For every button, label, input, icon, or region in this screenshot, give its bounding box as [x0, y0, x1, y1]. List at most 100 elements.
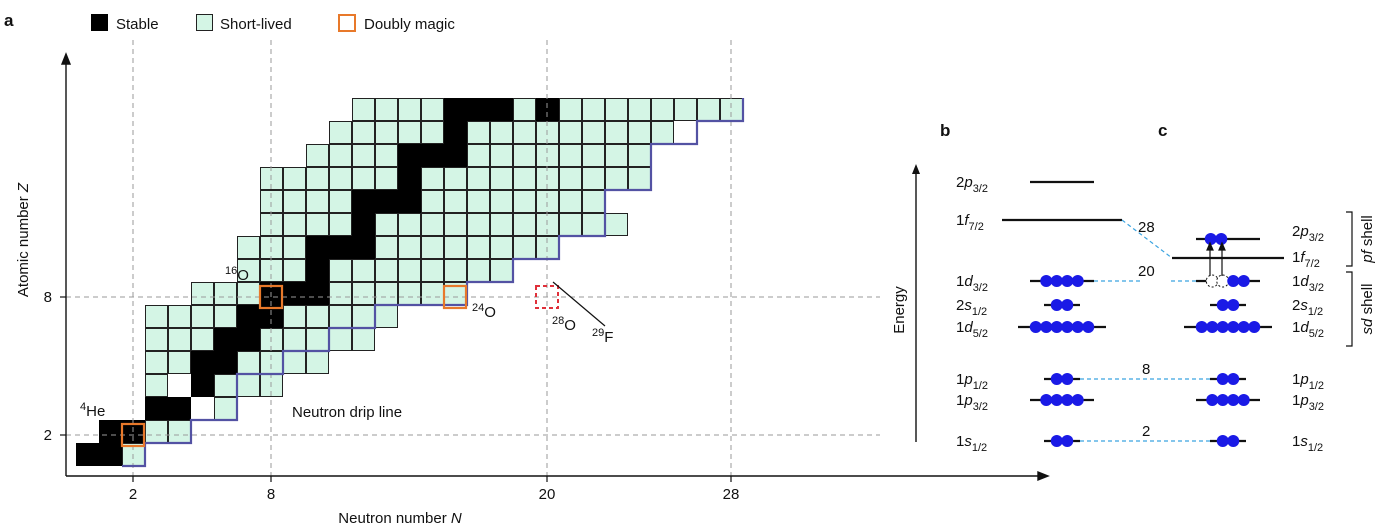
label-f29-mass: 29: [592, 327, 604, 339]
x-axis-title-var: N: [451, 510, 462, 527]
x-tick-label-20: 20: [539, 486, 556, 503]
short-lived-nuclide-cell: [467, 259, 490, 282]
nucleon-dot: [1216, 299, 1229, 311]
short-lived-nuclide-cell: [329, 144, 352, 167]
short-lived-nuclide-cell: [421, 121, 444, 144]
stable-nuclide-cell: [214, 351, 237, 374]
axis-ticks: [60, 296, 732, 482]
nucleon-dot: [1227, 435, 1240, 447]
short-lived-nuclide-cell: [467, 167, 490, 190]
nucleon-dot: [1061, 373, 1074, 385]
stable-nuclide-cell: [306, 282, 329, 305]
o28-unbound-marker: [535, 285, 559, 309]
short-lived-nuclide-cell: [605, 213, 628, 236]
stable-nuclide-cell: [444, 121, 467, 144]
sd-shell-var: sd: [1359, 318, 1376, 335]
stable-nuclide-cell: [329, 236, 352, 259]
hole-marker: [1205, 274, 1219, 288]
y-axis-title-var: Z: [15, 182, 32, 193]
short-lived-nuclide-cell: [628, 98, 651, 121]
short-lived-nuclide-cell: [145, 351, 168, 374]
nucleon-dot: [1227, 394, 1240, 406]
level-label-c-0: 2p3/2: [1292, 223, 1324, 244]
short-lived-nuclide-cell: [513, 213, 536, 236]
f29-pointer-line: [552, 281, 606, 327]
short-lived-nuclide-cell: [398, 121, 421, 144]
y-axis-title: Atomic number Z: [15, 182, 32, 297]
nucleon-dot: [1040, 394, 1053, 406]
label-he4: 4He: [80, 401, 105, 420]
short-lived-nuclide-cell: [214, 305, 237, 328]
label-o16-symbol: O: [237, 267, 249, 284]
label-drip-line: Neutron drip line: [292, 404, 402, 421]
legend-swatch-doubly-magic: [338, 14, 356, 32]
short-lived-nuclide-cell: [467, 144, 490, 167]
nucleon-dot: [1061, 394, 1074, 406]
nucleon-dot: [1216, 321, 1229, 333]
y-axis-title-text: Atomic number: [15, 192, 32, 297]
energy-axis-label: Energy: [891, 286, 908, 334]
legend-label-stable: Stable: [116, 16, 159, 33]
short-lived-nuclide-cell: [536, 144, 559, 167]
level-label-b-7: 1s1/2: [956, 433, 987, 454]
short-lived-nuclide-cell: [513, 190, 536, 213]
short-lived-nuclide-cell: [306, 144, 329, 167]
short-lived-nuclide-cell: [375, 144, 398, 167]
shell-brackets: [1346, 211, 1353, 347]
label-o24-symbol: O: [484, 304, 496, 321]
short-lived-nuclide-cell: [421, 190, 444, 213]
level-label-c-4: 1d5/2: [1292, 319, 1324, 340]
short-lived-nuclide-cell: [513, 98, 536, 121]
short-lived-nuclide-cell: [444, 236, 467, 259]
short-lived-nuclide-cell: [145, 305, 168, 328]
label-o24-mass: 24: [472, 302, 484, 314]
stable-nuclide-cell: [191, 351, 214, 374]
short-lived-nuclide-cell: [237, 236, 260, 259]
short-lived-nuclide-cell: [490, 213, 513, 236]
short-lived-nuclide-cell: [329, 167, 352, 190]
short-lived-nuclide-cell: [283, 236, 306, 259]
nucleon-dot: [1071, 321, 1084, 333]
stable-nuclide-cell: [99, 443, 122, 466]
short-lived-nuclide-cell: [306, 213, 329, 236]
stable-nuclide-cell: [398, 167, 421, 190]
short-lived-nuclide-cell: [375, 236, 398, 259]
legend-label-doubly-magic: Doubly magic: [364, 16, 455, 33]
short-lived-nuclide-cell: [628, 167, 651, 190]
short-lived-nuclide-cell: [352, 259, 375, 282]
nucleon-dot: [1237, 321, 1250, 333]
level-label-c-3: 2s1/2: [1292, 297, 1323, 318]
short-lived-nuclide-cell: [352, 328, 375, 351]
short-lived-nuclide-cell: [237, 259, 260, 282]
magic-label-8: 8: [1142, 361, 1150, 378]
level-label-b-3: 2s1/2: [956, 297, 987, 318]
nucleon-dot: [1061, 435, 1074, 447]
level-label-c-1: 1f7/2: [1292, 249, 1320, 270]
short-lived-nuclide-cell: [329, 328, 352, 351]
short-lived-nuclide-cell: [237, 351, 260, 374]
stable-nuclide-cell: [237, 305, 260, 328]
x-tick-label-28: 28: [723, 486, 740, 503]
short-lived-nuclide-cell: [329, 305, 352, 328]
x-axis-arrow-icon: [1037, 470, 1050, 482]
label-o24: 24O: [472, 302, 496, 321]
short-lived-nuclide-cell: [467, 121, 490, 144]
levels-c: [1172, 237, 1284, 443]
nucleon-dot: [1071, 275, 1084, 287]
short-lived-nuclide-cell: [214, 397, 237, 420]
stable-nuclide-cell: [168, 397, 191, 420]
short-lived-nuclide-cell: [559, 213, 582, 236]
nucleon-dot: [1204, 233, 1217, 245]
short-lived-nuclide-cell: [191, 328, 214, 351]
label-he4-symbol: He: [86, 403, 105, 420]
short-lived-nuclide-cell: [283, 259, 306, 282]
panel-label-b: b: [940, 121, 950, 140]
short-lived-nuclide-cell: [582, 213, 605, 236]
nucleon-dot: [1050, 435, 1063, 447]
legend-swatch-stable: [91, 14, 108, 31]
nucleon-dot: [1050, 321, 1063, 333]
label-o28-symbol: O: [564, 317, 576, 334]
nucleon-dot: [1237, 394, 1250, 406]
nuclide-chart: [76, 98, 743, 466]
